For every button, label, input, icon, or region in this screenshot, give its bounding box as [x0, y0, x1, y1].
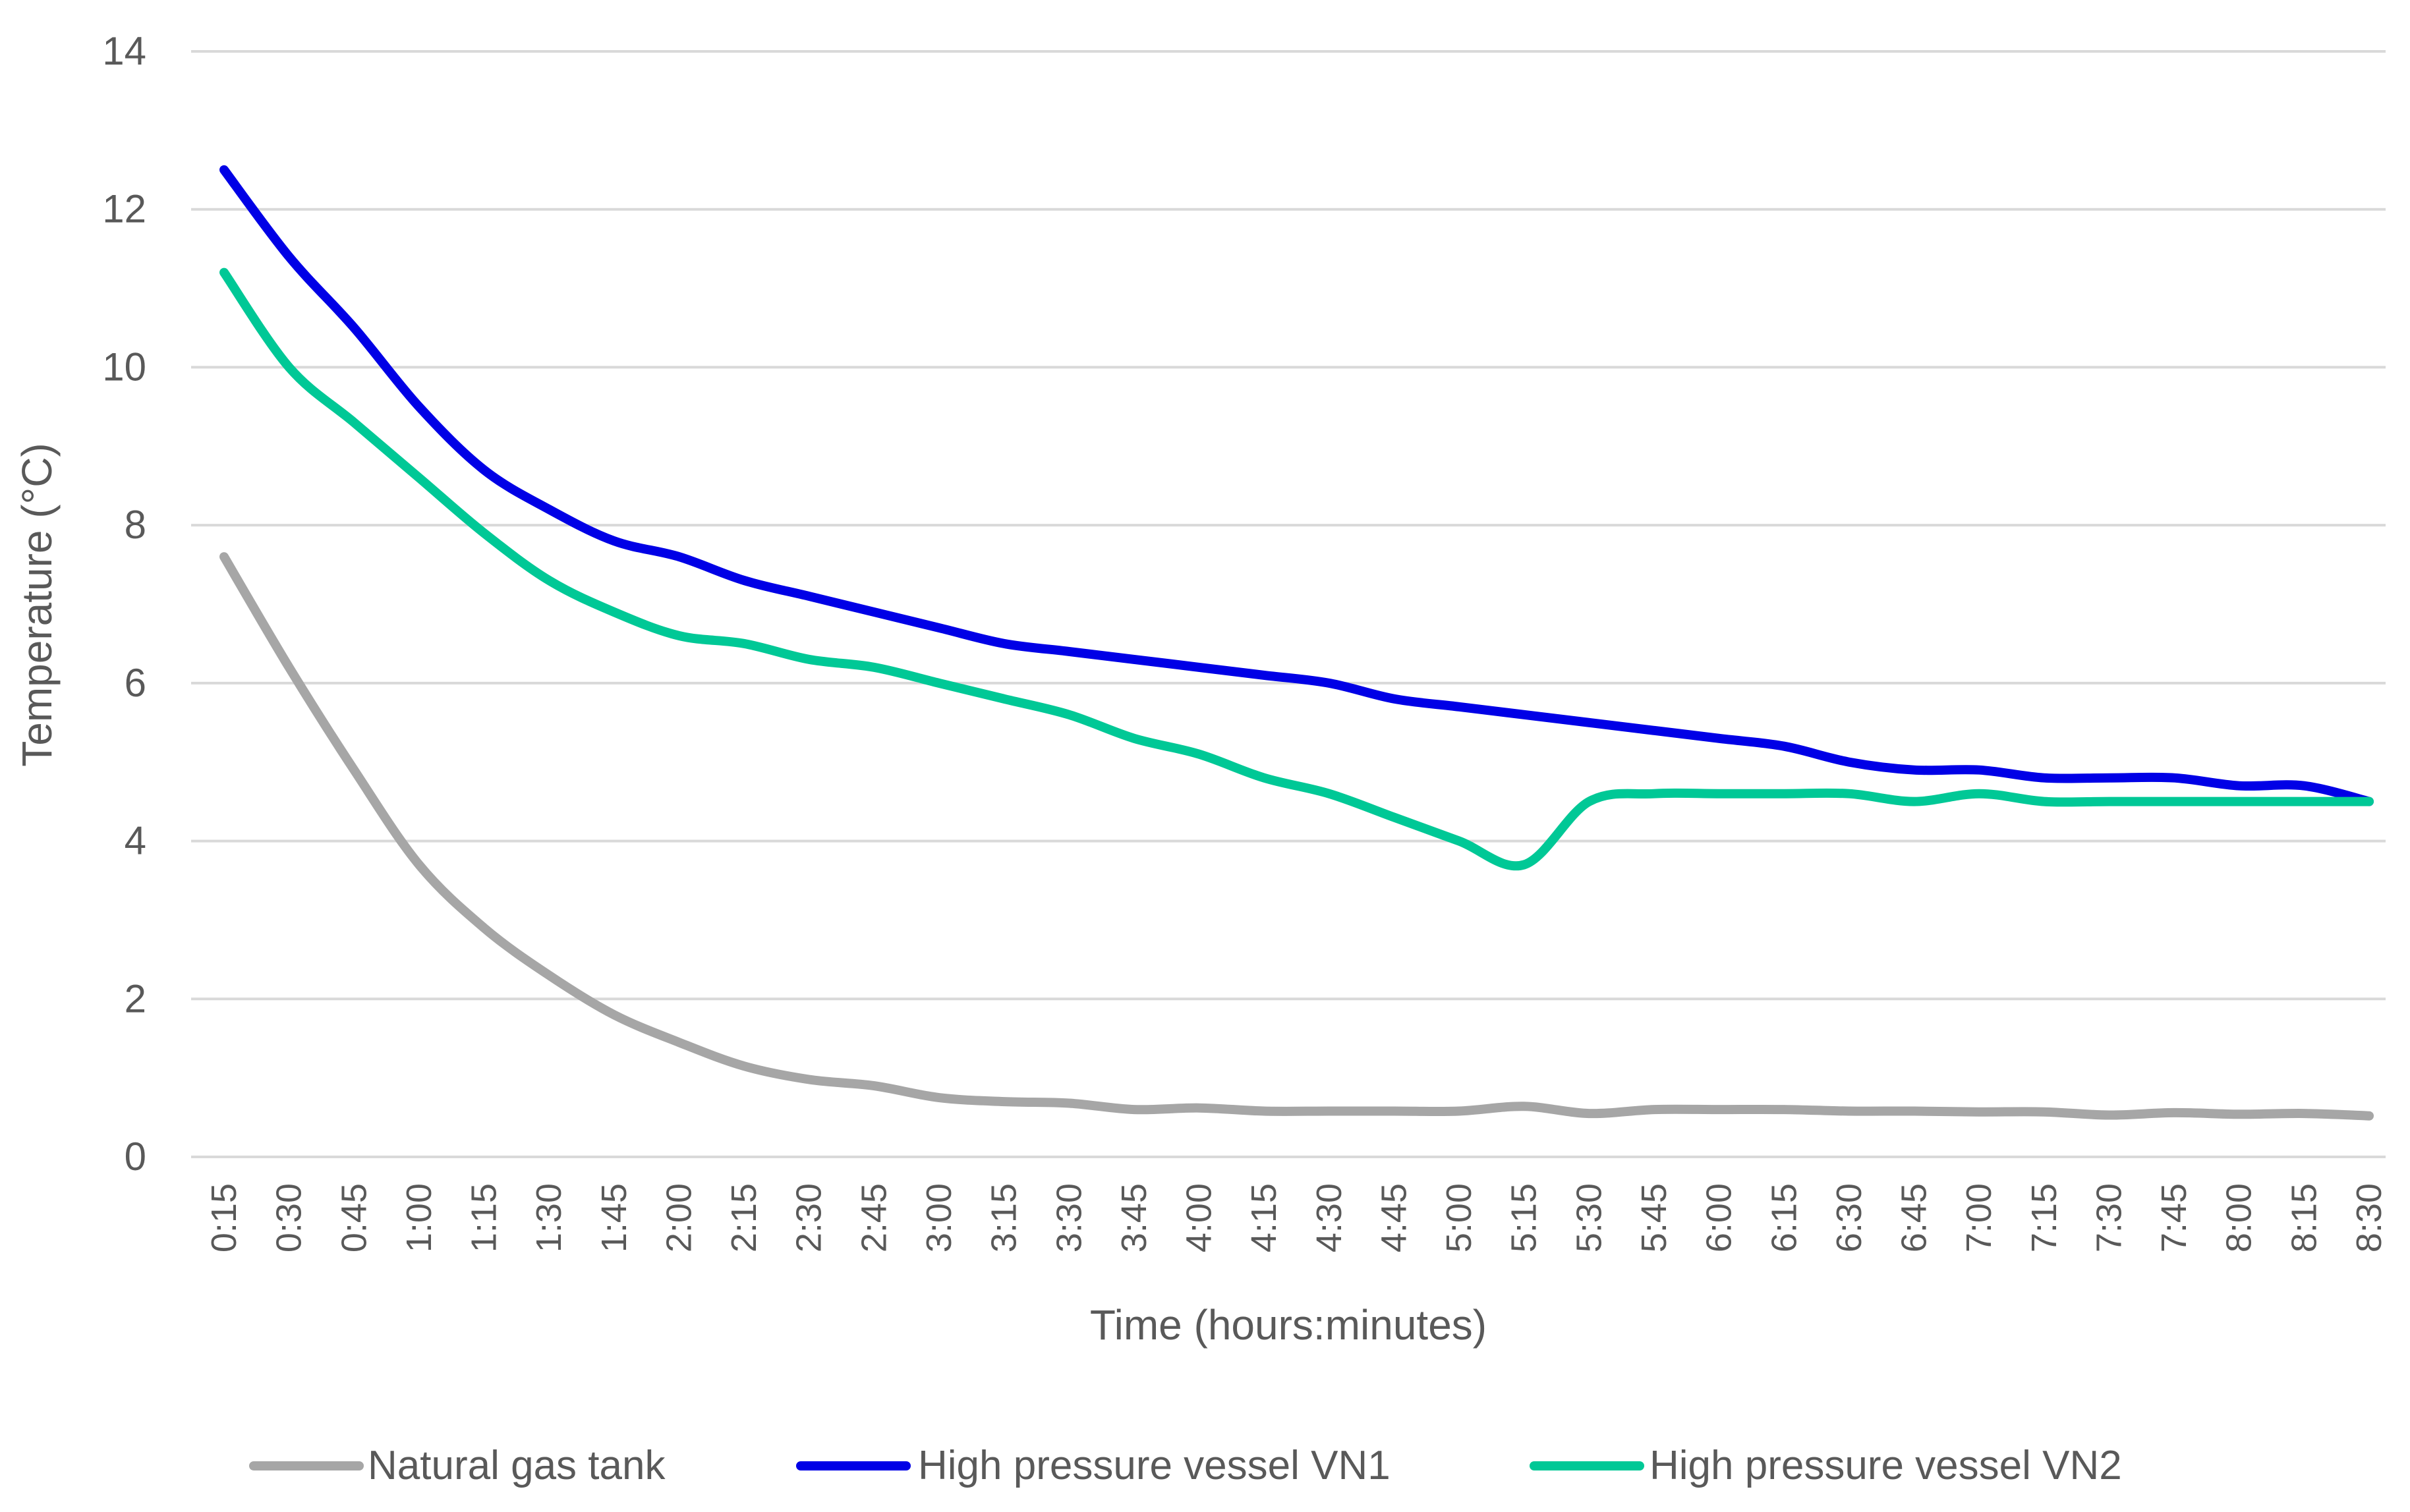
x-tick-label: 0:45 [334, 1183, 374, 1252]
y-tick-label: 14 [102, 29, 146, 73]
x-tick-label: 8:00 [2220, 1183, 2259, 1252]
x-tick-label: 3:15 [985, 1183, 1024, 1252]
x-tick-label: 8:30 [2349, 1183, 2389, 1252]
gridlines [191, 50, 2386, 1001]
series-line-high-pressure-vessel-vn2 [219, 267, 2374, 871]
x-tick-label: 1:45 [594, 1183, 634, 1252]
x-tick-label: 2:15 [724, 1183, 764, 1252]
x-tick-label: 6:00 [1700, 1183, 1739, 1252]
x-tick-label: 4:45 [1374, 1183, 1414, 1252]
x-tick-label: 5:15 [1505, 1183, 1544, 1252]
y-tick-label: 6 [125, 661, 146, 705]
x-tick-label: 3:30 [1049, 1183, 1089, 1252]
x-tick-label: 4:30 [1309, 1183, 1349, 1252]
y-tick-label: 8 [125, 503, 146, 547]
y-tick-label: 0 [125, 1134, 146, 1179]
legend-label-natural-gas-tank: Natural gas tank [368, 1443, 666, 1488]
x-tick-label: 4:00 [1180, 1183, 1219, 1252]
x-tick-label: 8:15 [2284, 1183, 2324, 1252]
legend-label-high-pressure-vessel-vn2: High pressure vessel VN2 [1650, 1443, 2122, 1488]
legend-label-high-pressure-vessel-vn1: High pressure vessel VN1 [918, 1443, 1391, 1488]
x-tick-label: 6:30 [1829, 1183, 1869, 1252]
x-tick-label: 3:45 [1114, 1183, 1154, 1252]
x-tick-label: 2:45 [854, 1183, 894, 1252]
y-axis-title: Temperature (°C) [13, 443, 61, 767]
x-tick-label: 4:15 [1244, 1183, 1284, 1252]
x-tick-label: 1:30 [529, 1183, 569, 1252]
x-axis-ticks: 0:15 0:30 0:45 1:00 1:15 1:30 1:45 2:00 2:15 2:30… [204, 1183, 2389, 1252]
x-tick-label: 5:00 [1439, 1183, 1479, 1252]
x-axis-title: Time (hours:minutes) [1090, 1301, 1487, 1349]
series-line-high-pressure-vessel-vn1 [219, 165, 2374, 806]
x-tick-label: 6:45 [1895, 1183, 1934, 1252]
x-tick-label: 7:30 [2089, 1183, 2129, 1252]
series-line-natural-gas-tank [219, 552, 2374, 1121]
x-tick-label: 7:00 [1959, 1183, 1999, 1252]
x-tick-label: 6:15 [1764, 1183, 1804, 1252]
x-tick-label: 0:15 [204, 1183, 244, 1252]
y-tick-label: 10 [102, 345, 146, 389]
y-tick-label: 12 [102, 187, 146, 231]
x-tick-label: 3:00 [919, 1183, 959, 1252]
x-tick-label: 7:15 [2024, 1183, 2064, 1252]
y-tick-label: 2 [125, 976, 146, 1021]
x-tick-label: 5:30 [1569, 1183, 1609, 1252]
x-tick-label: 0:30 [270, 1183, 309, 1252]
x-tick-label: 2:30 [789, 1183, 829, 1252]
series-lines [219, 165, 2374, 1121]
legend: Natural gas tank High pressure vessel VN1… [249, 1443, 2122, 1488]
x-tick-label: 5:45 [1634, 1183, 1674, 1252]
x-tick-label: 2:00 [659, 1183, 699, 1252]
x-tick-label: 1:00 [399, 1183, 439, 1252]
x-tick-label: 7:45 [2154, 1183, 2194, 1252]
x-tick-label: 1:15 [465, 1183, 504, 1252]
y-tick-label: 4 [125, 819, 146, 863]
y-axis-ticks: 0 2 4 6 8 10 12 14 [102, 29, 146, 1179]
